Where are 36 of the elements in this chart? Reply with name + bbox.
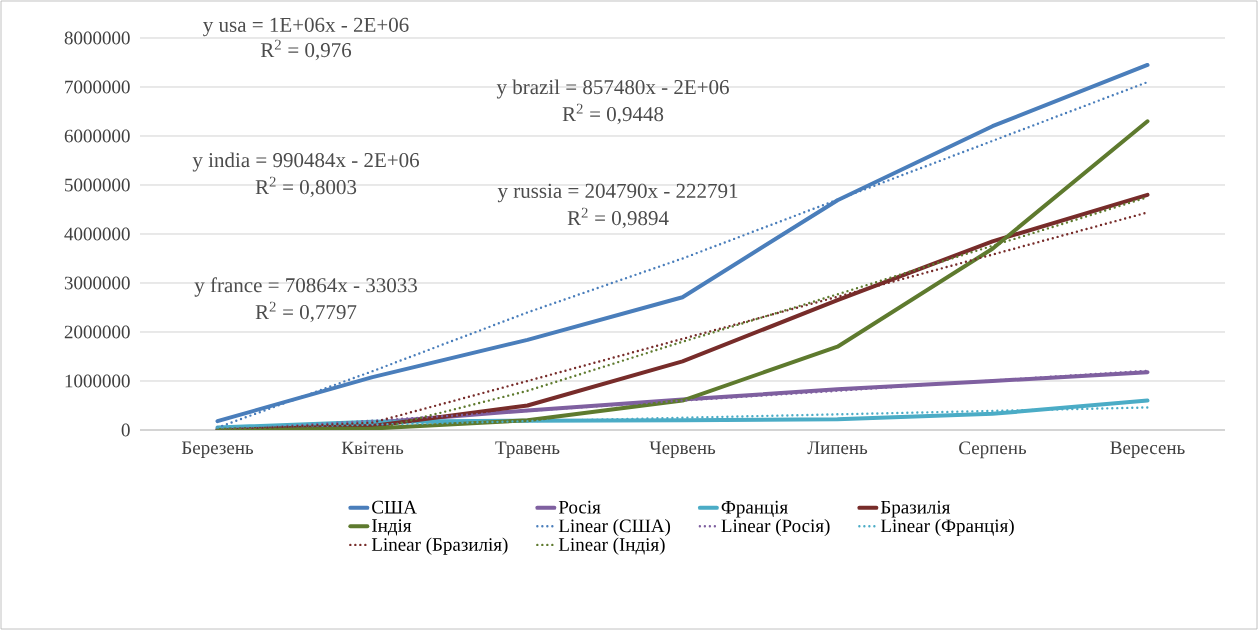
x-tick-label: Липень — [807, 441, 868, 455]
legend-label: Linear (Індія) — [558, 537, 665, 555]
y-tick-label: 8000000 — [64, 31, 130, 45]
annotation: y france = 70864x - 33033 — [194, 277, 417, 297]
y-tick-label: 2000000 — [64, 325, 130, 339]
legend-label: Linear (США) — [558, 518, 671, 537]
annotation: R$^{2}$ = 0,8003 — [255, 176, 357, 198]
annotation: R$^{2}$ = 0,9448 — [562, 103, 664, 125]
annotation: y brazil = 857480x - 2E+06 — [496, 79, 729, 99]
text: y usa = 1E+06x - 2E+06 — [203, 17, 409, 37]
annotation: R$^{2}$ = 0,9894 — [567, 207, 669, 229]
annotation: y russia = 204790x - 222791 — [497, 183, 738, 203]
y-tick-label: 4000000 — [64, 227, 130, 241]
annotation: y india = 990484x - 2E+06 — [192, 152, 420, 172]
y-tick-label: 7000000 — [65, 80, 130, 94]
legend-label: Франція — [721, 500, 788, 518]
x-tick-label: Червень — [649, 441, 716, 459]
x-tick-label: Травень — [495, 441, 560, 459]
x-tick-label: Вересень — [1110, 441, 1185, 459]
annotation: R$^{2}$ = 0,7797 — [255, 301, 357, 323]
y-tick-label: 6000000 — [64, 129, 130, 143]
x-tick-label: Березень — [181, 441, 254, 459]
annotation: R$^{2}$ = 0,976 — [260, 39, 352, 61]
legend-label: Росія — [558, 500, 601, 514]
legend-label: Індія — [372, 519, 412, 536]
x-tick-label: Квітень — [341, 441, 404, 455]
legend-label: Linear (Росія) — [721, 518, 830, 537]
y-tick-label: 0 — [121, 423, 130, 437]
y-tick-label: 1000000 — [65, 374, 130, 388]
y-tick-label: 5000000 — [65, 178, 130, 192]
legend-label: США — [372, 500, 417, 514]
legend-label: Linear (Франція) — [880, 518, 1014, 537]
legend-label: Linear (Бразилія) — [371, 537, 508, 555]
legend-label: Бразилія — [880, 500, 951, 518]
x-tick-label: Серпень — [959, 441, 1027, 459]
y-tick-label: 3000000 — [64, 276, 130, 290]
